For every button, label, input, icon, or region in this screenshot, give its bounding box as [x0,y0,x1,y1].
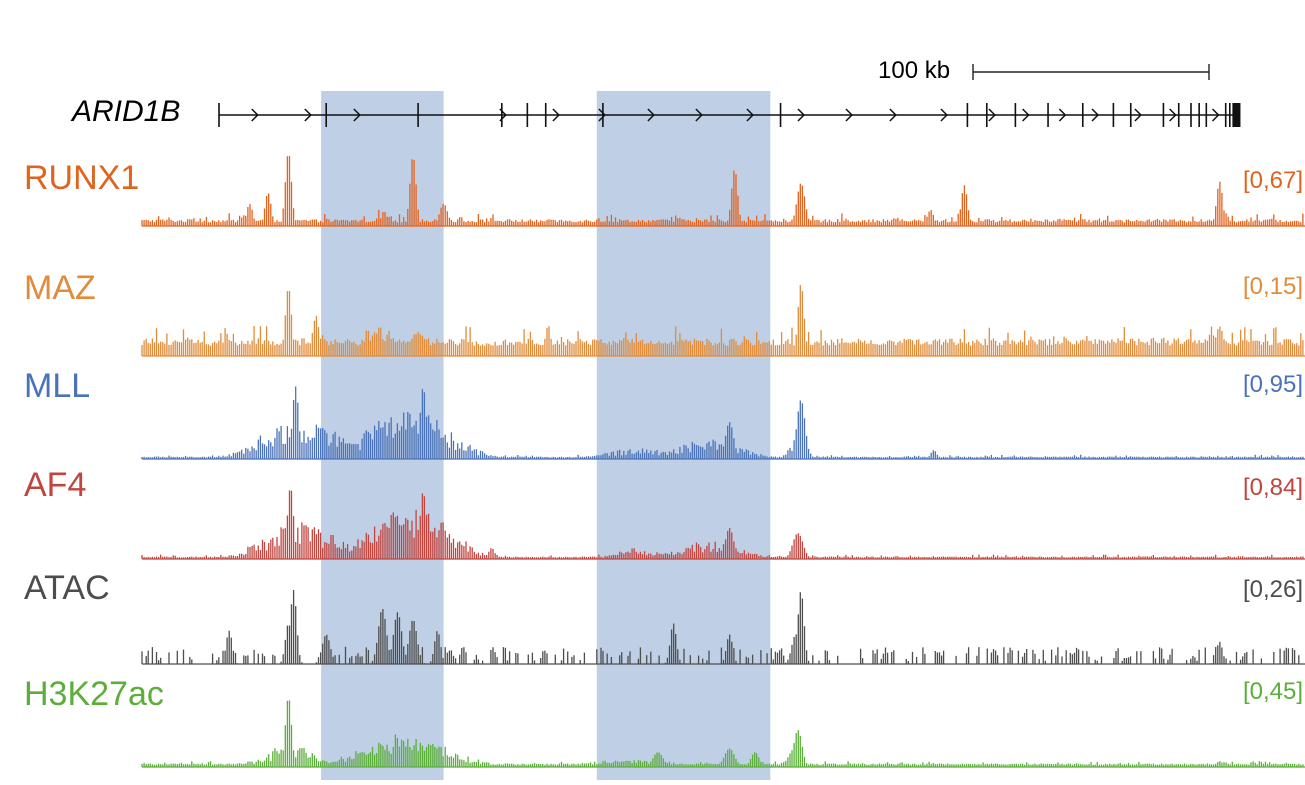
gene-exon-9 [966,103,969,127]
gene-exon-23 [1232,103,1238,127]
gene-exon-17 [1177,103,1180,127]
gene-exon-21 [1224,103,1227,127]
gene-exon-20 [1205,103,1208,127]
gene-exon-12 [1047,103,1049,127]
gene-exon-5 [526,103,529,127]
gene-strand-arrow-20 [1211,108,1220,122]
gene-strand-arrow-16 [1058,108,1067,122]
gene-strand-arrow-17 [1091,108,1100,122]
gene-exon-8 [779,103,782,127]
gene-exon-2 [325,103,328,127]
gene-strand-arrow-3 [353,108,361,122]
gene-exon-13 [1081,103,1084,127]
gene-exon-7 [602,103,604,127]
gene-exon-10 [985,103,988,127]
gene-exon-11 [1014,103,1017,127]
track-range-runx1: [0,67] [1242,167,1303,194]
gene-exon-24 [1235,103,1241,127]
scale-bar-label: 100 kb [878,57,951,84]
gene-strand-arrow-7 [647,108,655,122]
gene-strand-arrow-2 [304,108,312,122]
gene-name: ARID1B [72,95,181,128]
gene-exon-16 [1162,103,1165,127]
track-label-maz: MAZ [24,269,96,307]
track-range-maz: [0,15] [1242,273,1303,300]
signal-af4 [141,490,1304,559]
track-label-atac: ATAC [24,569,110,607]
gene-exon-18 [1190,103,1192,127]
gene-strand-arrow-19 [1169,108,1177,122]
track-label-af4: AF4 [24,466,87,504]
track-range-af4: [0,84] [1242,474,1303,501]
gene-strand-arrow-1 [251,108,259,122]
track-range-atac: [0,26] [1242,576,1303,603]
track-range-mll: [0,95] [1242,371,1303,398]
gene-exon-14 [1112,103,1115,127]
track-range-h3k27ac: [0,45] [1242,678,1303,705]
signal-h3k27ac [141,700,1304,767]
signal-mll [141,386,1304,459]
gene-exon-6 [544,103,547,127]
gene-strand-arrow-12 [889,108,897,122]
gene-strand-arrow-8 [695,108,703,122]
gene-strand-arrow-6 [598,108,606,122]
gene-strand-arrow-10 [797,108,806,122]
gene-exon-3 [417,103,419,127]
gene-exon-22 [1228,103,1231,127]
gene-exon-4 [501,103,503,127]
gene-strand-arrow-9 [746,108,754,122]
gene-strand-arrow-13 [940,108,948,122]
gene-strand-arrow-15 [1022,108,1030,122]
signal-atac [141,590,1300,664]
signal-maz [141,285,1304,356]
gene-exon-1 [218,103,220,127]
track-label-h3k27ac: H3K27ac [24,675,164,713]
gene-strand-arrow-4 [499,108,507,122]
gene-strand-arrow-11 [845,108,854,122]
gene-strand-arrow-14 [988,108,996,122]
track-label-runx1: RUNX1 [24,159,140,197]
track-label-mll: MLL [24,367,91,405]
highlight-region-2 [596,91,771,780]
gene-strand-arrow-18 [1134,108,1142,122]
gene-exon-19 [1198,103,1200,127]
signal-runx1 [141,156,1304,226]
gene-exon-15 [1129,103,1132,127]
gene-strand-arrow-5 [552,108,560,122]
